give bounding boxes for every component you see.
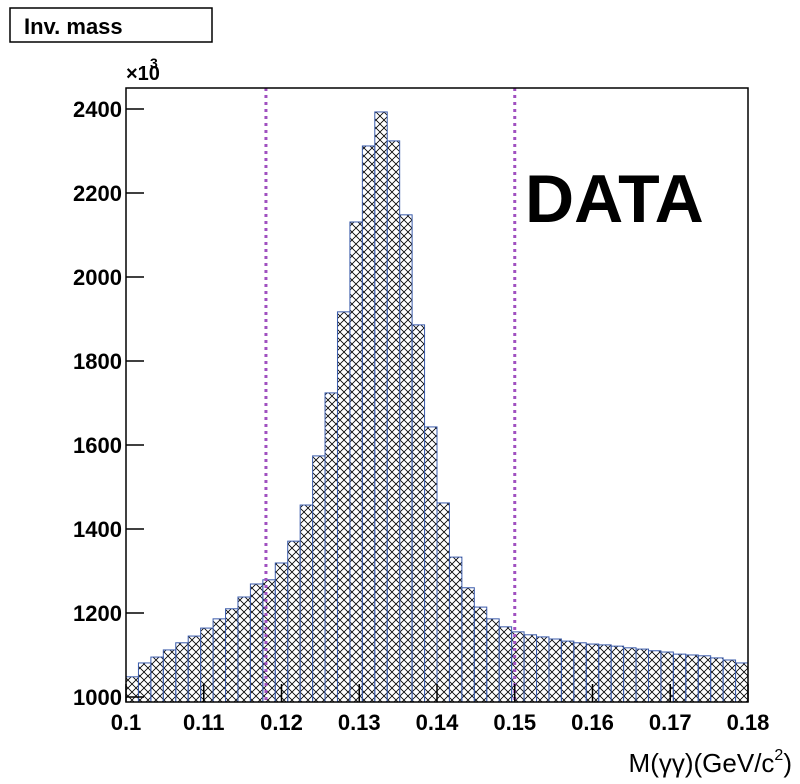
y-tick-label: 2200 <box>73 181 122 206</box>
bar <box>722 659 737 703</box>
bar <box>735 662 749 703</box>
bar <box>200 627 214 703</box>
y-tick-label: 1400 <box>73 517 122 542</box>
x-label: M(γγ)(GeV/c <box>629 748 775 778</box>
bar <box>486 618 500 703</box>
y-multiplier-exponent: 3 <box>150 55 158 71</box>
bar <box>635 648 649 703</box>
x-tick-label: 0.14 <box>416 710 460 735</box>
y-tick-label: 2400 <box>73 97 122 122</box>
bar <box>312 455 326 703</box>
bar <box>411 324 426 703</box>
bar <box>137 662 152 703</box>
x-axis-title: M(γγ)(GeV/c2) <box>629 747 792 778</box>
bar <box>623 647 637 703</box>
y-tick-label: 1800 <box>73 349 122 374</box>
bar <box>212 618 227 703</box>
bar <box>125 676 139 703</box>
bar <box>672 653 687 703</box>
bar <box>374 111 388 703</box>
bar <box>573 642 587 703</box>
bar <box>237 596 251 703</box>
bar <box>150 656 164 703</box>
bar <box>162 649 177 703</box>
bar <box>647 650 662 703</box>
bar <box>225 608 239 703</box>
x-label-superscript: 2 <box>774 747 783 764</box>
bar <box>399 214 413 703</box>
bar <box>598 644 612 703</box>
bar <box>523 634 538 703</box>
bar <box>461 587 475 703</box>
bar <box>287 540 301 703</box>
bar <box>175 642 189 703</box>
stat-box-title: Inv. mass <box>24 14 123 39</box>
x-tick-label: 0.13 <box>338 710 381 735</box>
y-tick-label: 1000 <box>73 685 122 710</box>
bar <box>274 562 289 703</box>
bar <box>299 504 314 703</box>
x-tick-label: 0.18 <box>727 710 770 735</box>
x-label-end: ) <box>783 748 792 778</box>
bar <box>424 426 438 703</box>
x-tick-label: 0.16 <box>571 710 614 735</box>
bar <box>560 640 575 703</box>
y-tick-label: 1600 <box>73 433 122 458</box>
bar <box>536 636 550 703</box>
stat-box <box>9 7 213 43</box>
bar <box>249 583 264 703</box>
bar <box>436 502 450 703</box>
x-tick-label: 0.12 <box>260 710 303 735</box>
bar <box>697 655 712 703</box>
x-tick-label: 0.1 <box>111 710 142 735</box>
x-tick-label: 0.17 <box>649 710 692 735</box>
bar <box>610 645 625 703</box>
bar <box>498 626 513 703</box>
y-multiplier: ×10 <box>126 63 160 85</box>
y-tick-label: 2000 <box>73 265 122 290</box>
bar <box>448 556 463 703</box>
bar <box>361 145 376 703</box>
x-tick-label: 0.11 <box>183 710 225 735</box>
bar <box>710 657 724 703</box>
bar <box>386 140 401 703</box>
bar <box>187 635 202 703</box>
y-tick-label: 1200 <box>73 601 122 626</box>
bar <box>685 654 699 703</box>
bar <box>660 651 674 703</box>
bar <box>349 221 363 703</box>
x-tick-label: 0.15 <box>493 710 536 735</box>
bar <box>473 606 488 703</box>
bar <box>324 392 338 703</box>
bar <box>548 638 562 703</box>
bar <box>336 311 351 703</box>
annotation: DATA <box>525 161 704 237</box>
